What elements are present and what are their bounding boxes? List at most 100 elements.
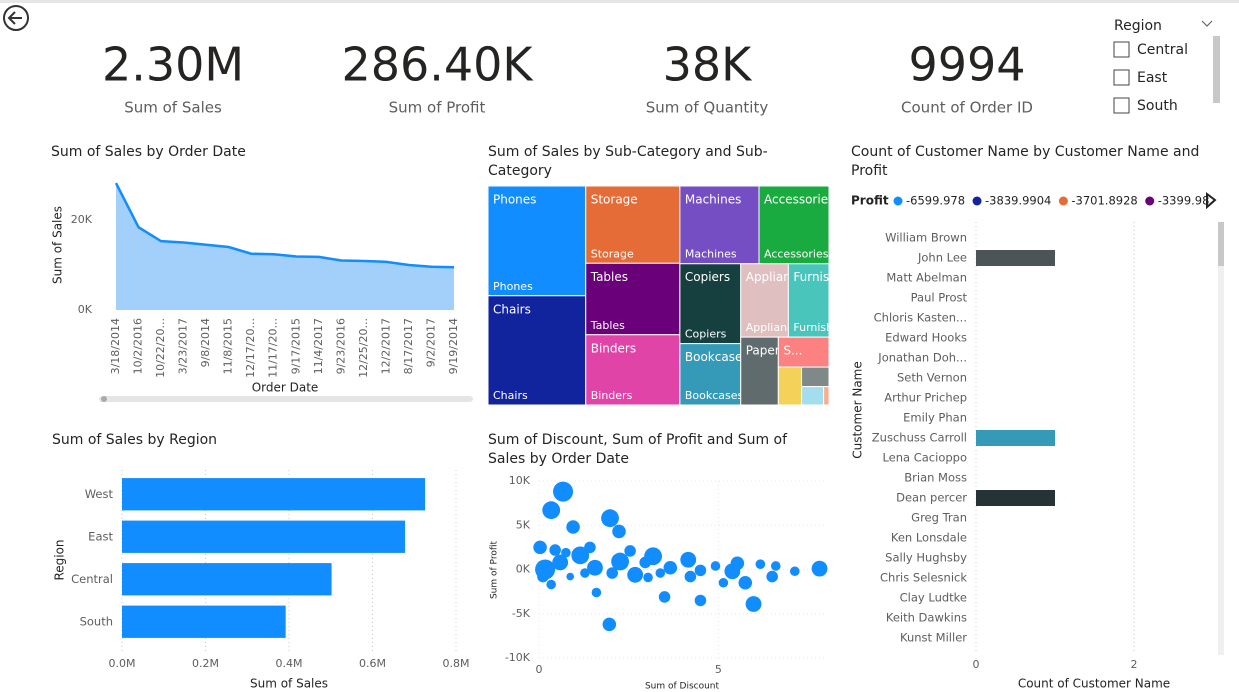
y-tick-label: Central	[71, 572, 113, 586]
bubble	[561, 547, 571, 558]
treemap-tile	[487, 185, 587, 297]
y-tick-label: -5K	[512, 607, 531, 620]
treemap-tile	[679, 343, 742, 406]
bubble	[580, 568, 590, 578]
slicer-title: Region	[1114, 18, 1162, 34]
y-tick-label: Edward Hooks	[885, 331, 967, 345]
kpi-label: Sum of Quantity	[646, 99, 769, 117]
tile-label: Storage	[591, 247, 634, 260]
axis-label: Customer Name	[851, 361, 865, 459]
bubble	[549, 544, 561, 556]
bubble	[655, 568, 666, 578]
bubble	[602, 617, 617, 632]
y-tick-label: John Lee	[917, 251, 967, 265]
x-tick-label: 10/2/2016	[132, 318, 145, 374]
x-tick-label: 0.0M	[109, 657, 136, 670]
x-tick-label: 10/22/20...	[154, 318, 167, 378]
tile-label: Storage	[591, 193, 638, 207]
bubble	[694, 594, 707, 607]
y-tick-label: Matt Abelman	[886, 271, 967, 285]
tile-label: Machines	[685, 248, 737, 261]
tile-label: Machines	[685, 193, 741, 207]
legend-next[interactable]	[1206, 192, 1217, 210]
y-tick-label: Jonathan Doh...	[877, 351, 967, 365]
y-tick-label: William Brown	[885, 231, 967, 245]
kpi-value: 286.40K	[341, 38, 534, 92]
y-tick-label: -10K	[505, 651, 531, 664]
y-tick-label: Chris Selesnick	[880, 571, 967, 585]
bubble	[533, 540, 547, 555]
checkbox[interactable]	[1113, 69, 1130, 86]
bubble	[766, 570, 778, 583]
slicer-option[interactable]: East	[1137, 70, 1168, 86]
list-scroll-thumb[interactable]	[1218, 222, 1224, 266]
y-tick-label: 0K	[516, 563, 531, 576]
treemap-tile	[801, 366, 830, 388]
x-tick-label: 8/17/2017	[402, 318, 415, 374]
y-tick-label: Zuschuss Carroll	[872, 431, 967, 445]
tile-label: Accessories	[764, 193, 834, 207]
top-bar	[0, 0, 1239, 3]
bubble	[612, 524, 626, 539]
x-tick-label: 9/8/2014	[199, 318, 212, 367]
bubble	[627, 566, 644, 583]
y-tick-label: Ken Lonsdale	[891, 531, 967, 545]
tile-label: Phones	[493, 193, 536, 207]
bubble	[611, 552, 629, 571]
checkbox[interactable]	[1113, 41, 1130, 58]
bubble	[571, 546, 590, 565]
bubble	[770, 561, 781, 571]
x-tick-label: 2	[1131, 658, 1138, 671]
bubble	[552, 554, 569, 571]
slicer-option[interactable]: Central	[1137, 42, 1188, 58]
bar	[122, 478, 426, 511]
checkbox[interactable]	[1113, 97, 1130, 114]
tile-label: Furnishings	[793, 270, 861, 284]
chart-title: Sum of Sales by Order Date	[51, 144, 246, 160]
y-tick-label: Greg Tran	[911, 511, 967, 525]
y-tick-label: East	[88, 529, 113, 543]
treemap-tile	[487, 295, 587, 406]
x-tick-label: 9/17/2015	[289, 318, 302, 374]
bubble	[745, 596, 762, 612]
treemap-tile	[777, 336, 830, 368]
bubble	[591, 587, 602, 598]
legend-label: -3701.8928	[1071, 194, 1137, 208]
bar	[122, 605, 286, 638]
bar	[122, 563, 332, 596]
bubble	[710, 561, 721, 571]
bubble	[537, 570, 549, 583]
bar	[976, 430, 1055, 446]
legend-label: -3399.98	[1158, 194, 1210, 208]
bubble	[684, 570, 697, 583]
treemap-tile	[585, 334, 681, 406]
slicer-chevron[interactable]	[1201, 20, 1213, 27]
bar	[976, 250, 1055, 266]
bubble	[790, 566, 800, 577]
tile-label: Binders	[591, 389, 633, 402]
treemap-tile	[585, 262, 681, 336]
tile-label: S...	[783, 344, 802, 358]
legend-dot	[1145, 196, 1155, 206]
axis-label: Count of Customer Name	[1018, 677, 1170, 691]
x-tick-label: 3/23/2017	[177, 318, 190, 374]
bubble	[658, 591, 671, 603]
x-tick-label: 0.6M	[359, 657, 386, 670]
treemap-tile	[758, 185, 830, 265]
bubble	[639, 556, 651, 569]
back-button[interactable]	[3, 5, 29, 31]
y-tick-label: Brian Moss	[904, 471, 967, 485]
bubble	[566, 572, 575, 581]
x-tick-label: 0	[973, 658, 980, 671]
tile-label: Paper	[746, 344, 780, 358]
slicer-scrollbar[interactable]	[1213, 36, 1220, 103]
y-tick-label: South	[80, 614, 113, 628]
bubble	[730, 556, 745, 571]
legend-dot	[972, 196, 982, 206]
kpi-value: 9994	[908, 38, 1025, 92]
chart-title: Sum of Sales by Region	[52, 432, 218, 448]
x-tick-label: 0.4M	[276, 657, 303, 670]
y-tick-label: Keith Dawkins	[886, 611, 967, 625]
scroll-handle[interactable]	[101, 396, 107, 402]
slicer-option[interactable]: South	[1137, 98, 1178, 114]
